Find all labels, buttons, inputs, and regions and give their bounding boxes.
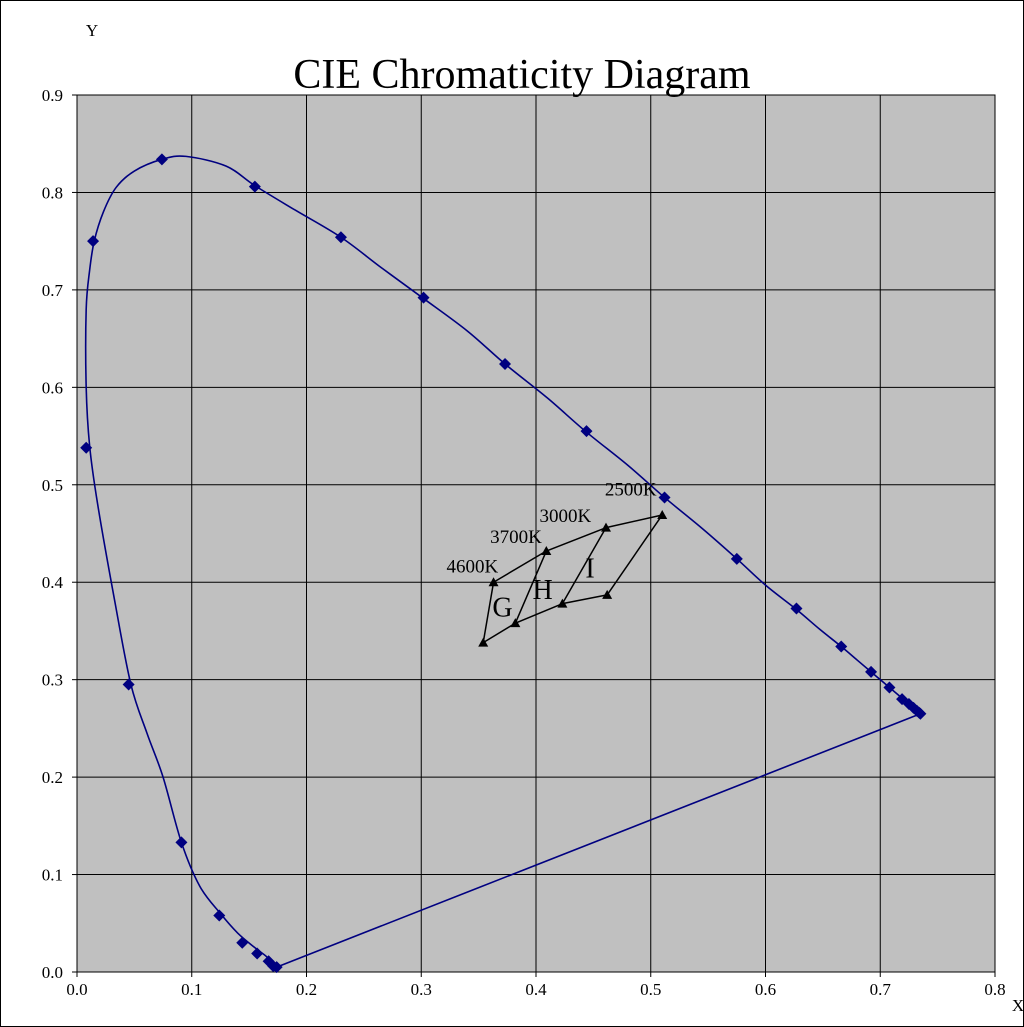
spectral-locus-point (730, 552, 743, 565)
cct-region-point (478, 637, 489, 647)
cct-region-edge (482, 582, 495, 643)
tick-labels: 0.0 0.1 0.2 0.3 0.4 0.5 0.6 0.7 0.8 0.0 0.1 0.2 0.3 0… (42, 86, 1006, 999)
y-tick-label: 0.8 (42, 183, 63, 202)
cct-region-point (541, 546, 552, 556)
y-tick-label: 0.5 (42, 476, 63, 495)
y-tick-label: 0.6 (42, 378, 63, 397)
cct-region-edge (561, 527, 607, 605)
x-tick-label: 0.7 (870, 980, 892, 999)
spectral-locus-point (914, 707, 927, 720)
cct-label: 2500K (605, 479, 657, 500)
y-tick-label: 0.7 (42, 281, 64, 300)
spectral-locus-point (499, 357, 512, 370)
cct-region-edge (606, 514, 663, 596)
purple-line (276, 713, 921, 968)
y-tick-label: 0.9 (42, 86, 63, 105)
cct-region-point (557, 598, 568, 608)
spectral-locus-point (334, 231, 347, 244)
chart-title: CIE Chromaticity Diagram (293, 52, 751, 98)
region-label: H (533, 575, 553, 606)
spectral-locus-point (213, 909, 226, 922)
x-tick-label: 0.3 (411, 980, 432, 999)
region-label: I (585, 553, 594, 584)
cct-region-point (600, 522, 611, 532)
spectral-locus-point (251, 947, 264, 960)
spectral-locus-point (155, 153, 168, 166)
region-label: G (492, 592, 512, 623)
spectral-locus-point (175, 836, 188, 849)
spectral-locus-point (835, 640, 848, 653)
cct-label: 4600K (446, 556, 498, 577)
spectral-locus-point (580, 425, 593, 438)
cct-label: 3700K (490, 527, 542, 548)
spectral-locus-point (790, 602, 803, 615)
spectral-locus-point (122, 678, 135, 691)
y-tick-label: 0.0 (42, 963, 63, 982)
spectral-locus (80, 153, 927, 974)
x-tick-label: 0.6 (755, 980, 776, 999)
spectral-locus-point (236, 936, 249, 949)
x-tick-label: 0.1 (181, 980, 202, 999)
x-tick-label: 0.8 (984, 980, 1005, 999)
y-tick-label: 0.2 (42, 768, 63, 787)
cct-label: 3000K (539, 506, 591, 527)
spectral-locus-point (865, 665, 878, 678)
cct-region-edge (515, 602, 563, 624)
y-tick-label: 0.3 (42, 671, 63, 690)
spectral-locus-point (80, 441, 93, 454)
spectral-locus-point (248, 180, 261, 193)
spectral-locus-point (417, 291, 430, 304)
cct-region-edge (562, 594, 608, 605)
cct-region-edge (482, 622, 516, 644)
cct-region-point (657, 509, 668, 519)
cct-region-edge (493, 550, 547, 583)
spectral-locus-curve (84, 155, 920, 968)
spectral-locus-point (883, 681, 896, 694)
y-tick-label: 0.1 (42, 866, 63, 885)
spectral-locus-point (262, 955, 275, 968)
x-tick-label: 0.0 (66, 980, 87, 999)
x-tick-label: 0.4 (525, 980, 547, 999)
x-tick-label: 0.5 (640, 980, 661, 999)
x-axis-label: X (1012, 996, 1024, 1015)
x-tick-label: 0.2 (296, 980, 317, 999)
cct-region-edge (605, 514, 663, 529)
y-axis-label: Y (86, 21, 98, 40)
cct-region-point (510, 618, 521, 628)
cct-region-edge (514, 550, 548, 624)
spectral-locus-point (658, 491, 671, 504)
cct-region-point (488, 577, 499, 587)
grid-lines (77, 95, 995, 972)
cct-region-point (602, 589, 613, 599)
y-tick-label: 0.4 (42, 573, 64, 592)
spectral-locus-point (87, 235, 100, 248)
cct-region-edge (546, 526, 607, 552)
